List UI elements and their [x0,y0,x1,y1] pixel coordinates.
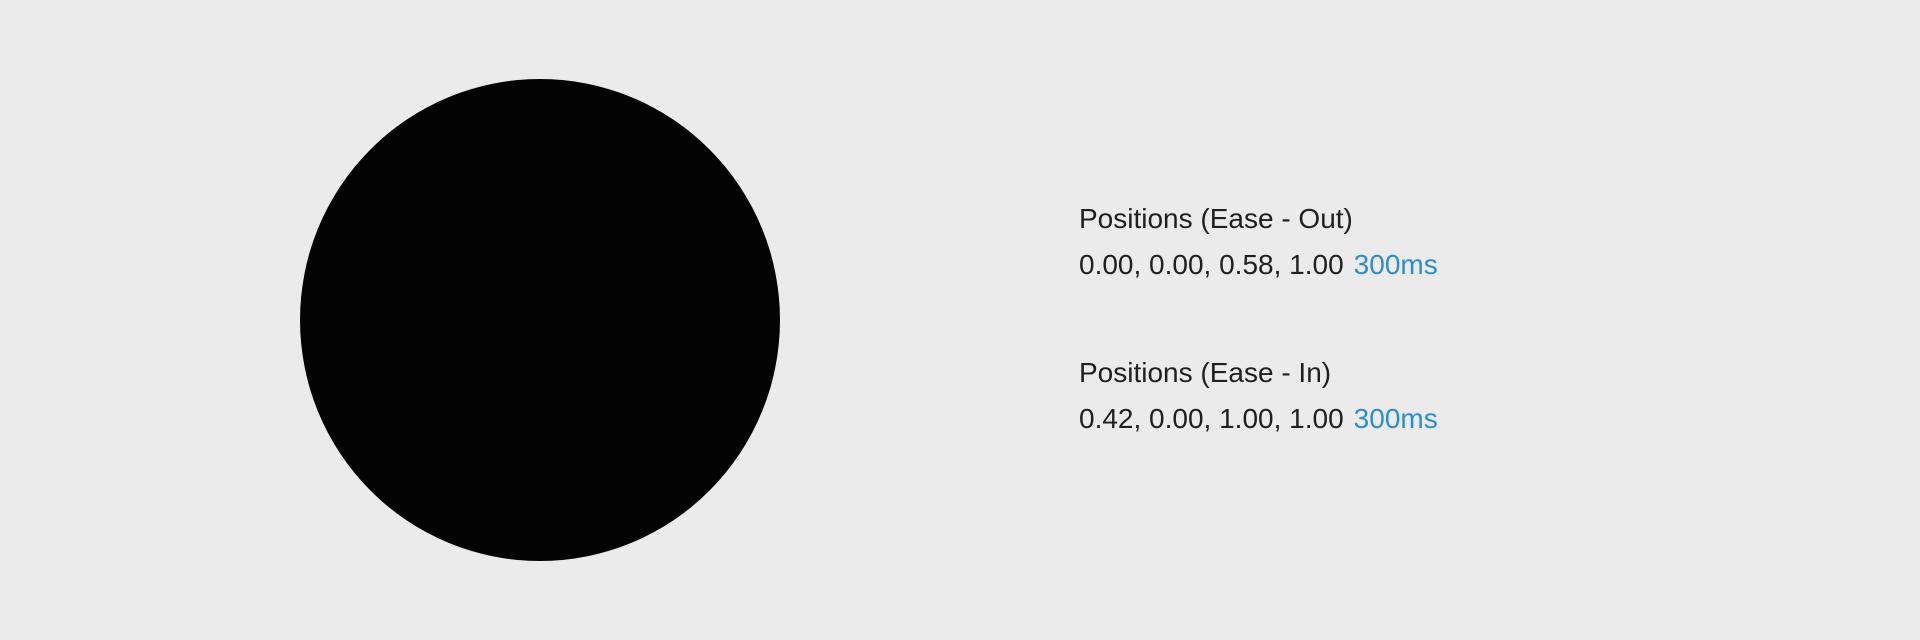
easing-info-panel: Positions (Ease - Out) 0.00, 0.00, 0.58,… [1079,196,1679,504]
ease-in-title: Positions (Ease - In) [1079,357,1332,388]
ease-out-block: Positions (Ease - Out) 0.00, 0.00, 0.58,… [1079,196,1679,288]
ease-out-values-row: 0.00, 0.00, 0.58, 1.00 300ms [1079,242,1679,288]
ease-out-duration: 300ms [1353,249,1438,280]
ease-in-values-row: 0.42, 0.00, 1.00, 1.00 300ms [1079,396,1679,442]
ease-in-block: Positions (Ease - In) 0.42, 0.00, 1.00, … [1079,350,1679,442]
ease-out-title: Positions (Ease - Out) [1079,203,1353,234]
animated-circle [300,79,780,561]
ease-in-duration: 300ms [1353,403,1438,434]
ease-in-bezier-values: 0.42, 0.00, 1.00, 1.00 [1079,403,1344,434]
ease-out-bezier-values: 0.00, 0.00, 0.58, 1.00 [1079,249,1344,280]
